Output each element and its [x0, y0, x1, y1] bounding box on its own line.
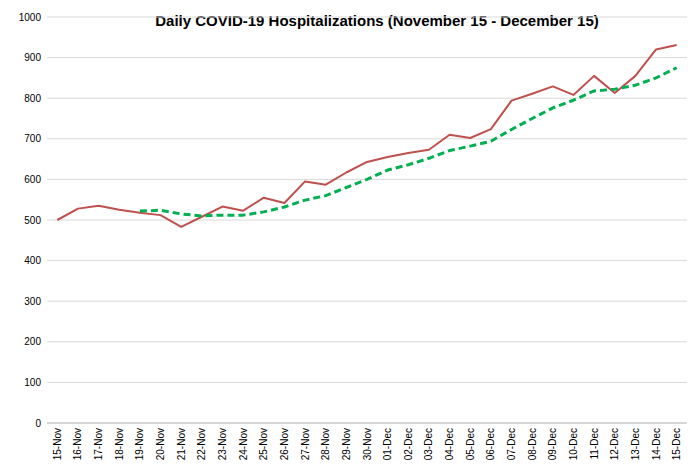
x-tick-label: 03-Dec — [423, 428, 434, 460]
y-tick-label: 200 — [24, 336, 41, 347]
x-tick-label: 13-Dec — [630, 428, 641, 460]
x-tick-label: 11-Dec — [589, 428, 600, 460]
x-tick-label: 19-Nov — [134, 428, 145, 460]
grid-line — [47, 220, 687, 221]
grid-line — [47, 98, 687, 99]
title: Daily COVID-19 Hospitalizations (Novembe… — [155, 12, 598, 29]
y-tick-label: 0 — [35, 418, 41, 429]
x-tick-label: 22-Nov — [196, 428, 207, 460]
x-tick-label: 18-Nov — [114, 428, 125, 460]
grid-line — [47, 57, 687, 58]
y-tick-label: 100 — [24, 377, 41, 388]
x-tick-label: 29-Nov — [341, 428, 352, 460]
x-tick-label: 24-Nov — [238, 428, 249, 460]
y-tick-label: 400 — [24, 255, 41, 266]
y-tick-label: 1000 — [19, 12, 42, 23]
plot-area — [57, 45, 676, 227]
x-tick-label: 02-Dec — [403, 428, 414, 460]
grid-line — [47, 341, 687, 342]
x-tick-label: 12-Dec — [609, 428, 620, 460]
y-tick-label: 500 — [24, 215, 41, 226]
x-tick-label: 06-Dec — [485, 428, 496, 460]
x-tick-label: 21-Nov — [176, 428, 187, 460]
x-tick-label: 14-Dec — [651, 428, 662, 460]
x-tick-label: 07-Dec — [506, 428, 517, 460]
y-tick-label: 300 — [24, 296, 41, 307]
chart: Daily COVID-19 Hospitalizations (Novembe… — [0, 0, 696, 464]
y-tick-label: 800 — [24, 93, 41, 104]
grid-line — [47, 260, 687, 261]
x-tick-label: 09-Dec — [547, 428, 558, 460]
background — [0, 0, 696, 464]
x-tick-label: 17-Nov — [93, 428, 104, 460]
x-tick-label: 26-Nov — [279, 428, 290, 460]
x-tick-label: 10-Dec — [568, 428, 579, 460]
x-tick-label: 23-Nov — [217, 428, 228, 460]
x-tick-label: 08-Dec — [527, 428, 538, 460]
y-tick-label: 900 — [24, 52, 41, 63]
y-tick-label: 600 — [24, 174, 41, 185]
x-tick-label: 16-Nov — [72, 428, 83, 460]
x-axis — [47, 423, 687, 424]
x-tick-label: 20-Nov — [155, 428, 166, 460]
grid-line — [47, 301, 687, 302]
x-tick-label: 05-Dec — [465, 428, 476, 460]
grid-line — [47, 17, 687, 18]
x-tick-label: 27-Nov — [300, 428, 311, 460]
y-tick-label: 700 — [24, 133, 41, 144]
x-tick-label: 15-Nov — [52, 428, 63, 460]
x-tick-label: 01-Dec — [382, 428, 393, 460]
series-line — [140, 68, 677, 216]
x-tick-label: 15-Dec — [671, 428, 682, 460]
y-axis — [47, 17, 48, 423]
grid-line — [47, 382, 687, 383]
grid-line — [47, 423, 687, 424]
chart-container: Daily COVID-19 Hospitalizations (Novembe… — [0, 0, 696, 464]
x-tick-label: 30-Nov — [362, 428, 373, 460]
grid-line — [47, 138, 687, 139]
x-tick-label: 28-Nov — [320, 428, 331, 460]
x-tick-label: 04-Dec — [444, 428, 455, 460]
x-tick-label: 25-Nov — [258, 428, 269, 460]
series-line — [57, 45, 676, 227]
